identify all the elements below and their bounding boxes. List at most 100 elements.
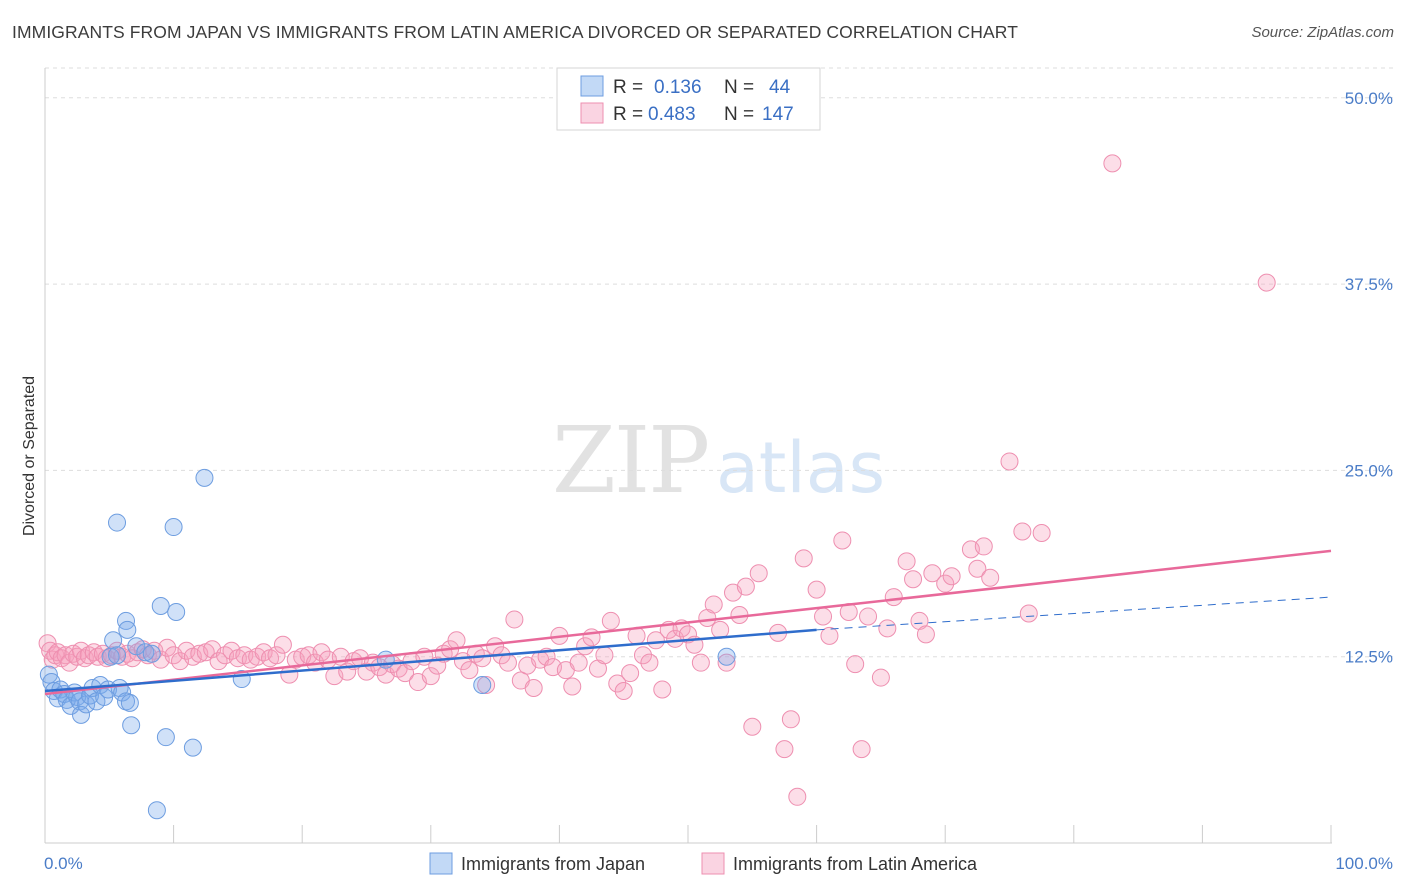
japan-point-36: [164, 518, 183, 537]
legend-r-label-latam: R =: [613, 104, 643, 125]
latam-point-14: [88, 647, 107, 666]
latam-point-92: [576, 637, 595, 656]
chart-title: IMMIGRANTS FROM JAPAN VS IMMIGRANTS FROM…: [12, 22, 1019, 42]
latam-point-149: [1013, 522, 1032, 541]
legend-r-value-latam: 0.483: [648, 104, 696, 125]
latam-point-127: [820, 626, 839, 645]
y-axis-title: Divorced or Separated: [21, 376, 38, 536]
latam-point-148: [1019, 604, 1038, 623]
latam-point-64: [396, 664, 415, 683]
latam-point-124: [794, 549, 813, 568]
japan-point-12: [77, 695, 96, 714]
legend-box: [556, 67, 821, 131]
trend-lines: [44, 549, 1332, 696]
latam-point-130: [846, 655, 865, 674]
latam-point-151: [1103, 154, 1122, 173]
watermark-zip: ZIP: [552, 407, 708, 514]
watermark: ZIP atlas: [552, 407, 885, 514]
latam-point-145: [974, 537, 993, 556]
latam-point-152: [1257, 273, 1276, 292]
latam-point-144: [968, 559, 987, 578]
x-tick-label-max: 100.0%: [1335, 854, 1393, 873]
latam-point-140: [923, 564, 942, 583]
legend-r-value-japan: 0.136: [654, 77, 702, 98]
japan-point-33: [147, 801, 166, 820]
japan-point-43: [717, 647, 736, 666]
bottom-legend-swatch-japan: [429, 852, 453, 875]
latam-point-104: [653, 680, 672, 699]
correlation-legend: R = 0.136 N = 44 R = 0.483 N = 147: [556, 67, 821, 131]
latam-point-91: [569, 653, 588, 672]
bottom-legend-label-latam: Immigrants from Latin America: [733, 854, 978, 874]
gridlines: [45, 67, 1393, 658]
japan-point-30: [127, 637, 146, 656]
latam-point-80: [498, 653, 517, 672]
y-tick-label-3: 50.0%: [1345, 89, 1393, 108]
legend-swatch-japan: [580, 75, 604, 97]
latam-point-90: [563, 677, 582, 696]
latam-point-68: [421, 667, 440, 686]
latam-point-135: [884, 588, 903, 607]
latam-point-114: [717, 653, 736, 672]
japan-point-25: [120, 693, 139, 712]
latam-point-134: [878, 619, 897, 638]
latam-point-123: [788, 787, 807, 806]
latam-point-99: [621, 664, 640, 683]
latam-point-137: [904, 570, 923, 589]
latam-point-101: [633, 646, 652, 665]
latam-point-126: [814, 607, 833, 626]
source-note: Source: ZipAtlas.com: [1251, 24, 1394, 41]
latam-point-147: [1000, 452, 1019, 471]
japan-point-39: [195, 468, 214, 487]
japan-point-26: [108, 513, 127, 532]
latam-point-98: [614, 681, 633, 700]
legend-n-label-latam: N =: [724, 104, 754, 125]
latam-point-12: [79, 646, 98, 665]
trend-line-japan-extension: [816, 596, 1332, 631]
latam-point-139: [916, 625, 935, 644]
latam-point-119: [749, 564, 768, 583]
legend-r-label-japan: R =: [613, 77, 643, 98]
japan-point-37: [167, 602, 186, 621]
latam-point-136: [897, 552, 916, 571]
latam-point-45: [273, 635, 292, 654]
japan-point-11: [72, 705, 91, 724]
latam-point-141: [936, 574, 955, 593]
latam-point-103: [646, 631, 665, 650]
latam-point-44: [267, 646, 286, 665]
latam-point-112: [704, 595, 723, 614]
latam-point-77: [477, 676, 496, 695]
latam-point-128: [833, 531, 852, 550]
latam-point-118: [743, 717, 762, 736]
japan-point-29: [122, 716, 141, 735]
latam-point-110: [691, 653, 710, 672]
y-tick-label-2: 37.5%: [1345, 275, 1393, 294]
japan-point-32: [142, 644, 161, 663]
latam-point-146: [981, 568, 1000, 587]
legend-n-label-japan: N =: [724, 77, 754, 98]
latam-point-27: [158, 638, 177, 657]
japan-point-20: [104, 631, 123, 650]
japan-point-35: [156, 728, 175, 747]
latam-point-74: [460, 661, 479, 680]
latam-point-84: [524, 679, 543, 697]
x-tick-label-min: 0.0%: [44, 854, 83, 873]
trend-line-latam: [44, 549, 1332, 696]
bottom-legend-swatch-latam: [701, 852, 725, 875]
latam-point-125: [807, 580, 826, 599]
latam-point-121: [775, 740, 794, 759]
japan-point-38: [183, 738, 202, 757]
latam-point-81: [505, 610, 524, 629]
legend-n-value-japan: 44: [769, 77, 791, 98]
latam-point-96: [601, 611, 620, 630]
trend-line-japan: [44, 628, 817, 693]
y-tick-label-1: 25.0%: [1345, 461, 1393, 480]
series-legend: Immigrants from Japan Immigrants from La…: [429, 852, 978, 875]
x-axis-ticks: [44, 825, 1332, 843]
latam-point-150: [1032, 524, 1051, 542]
japan-point-34: [151, 597, 170, 616]
japan-point-7: [61, 696, 80, 715]
latam-point-132: [859, 607, 878, 626]
legend-swatch-latam: [580, 102, 604, 124]
